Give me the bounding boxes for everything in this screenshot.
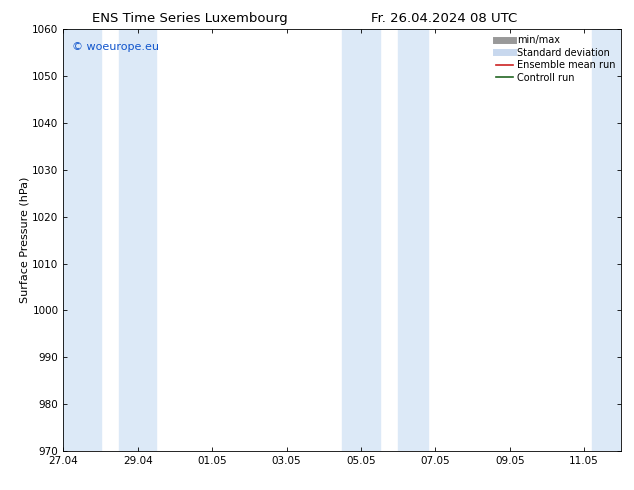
Bar (119, 29, 157, 451)
Bar (63, 29, 101, 451)
Text: ENS Time Series Luxembourg: ENS Time Series Luxembourg (93, 12, 288, 25)
Text: Fr. 26.04.2024 08 UTC: Fr. 26.04.2024 08 UTC (371, 12, 517, 25)
Bar (398, 29, 428, 451)
Legend: min/max, Standard deviation, Ensemble mean run, Controll run: min/max, Standard deviation, Ensemble me… (493, 32, 618, 85)
Bar (592, 29, 621, 451)
Y-axis label: Surface Pressure (hPa): Surface Pressure (hPa) (20, 177, 30, 303)
Bar (342, 29, 380, 451)
Text: © woeurope.eu: © woeurope.eu (72, 42, 158, 52)
